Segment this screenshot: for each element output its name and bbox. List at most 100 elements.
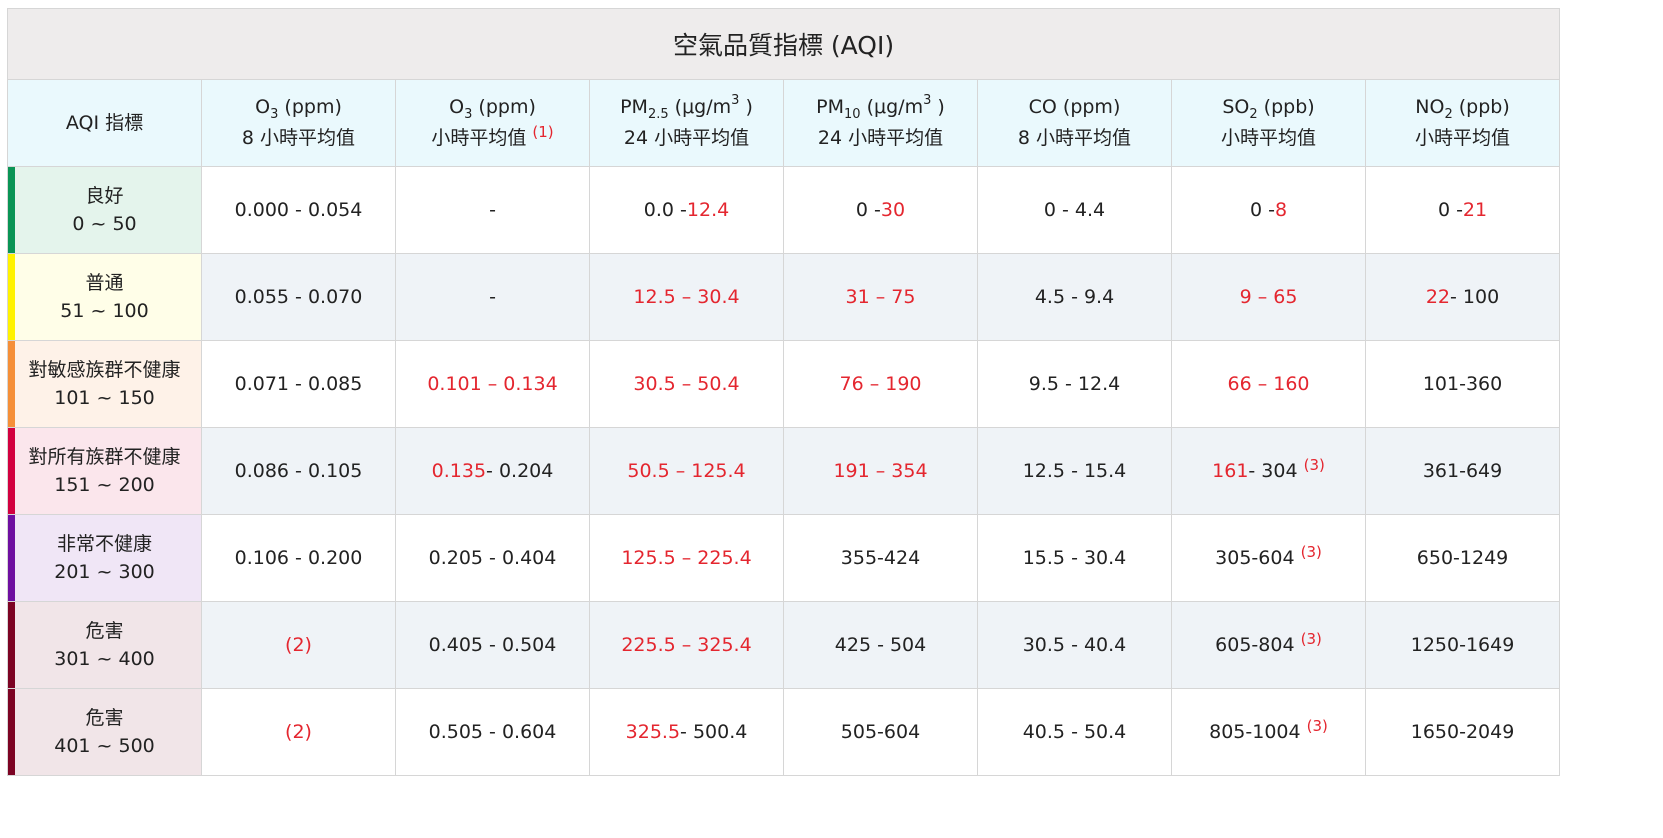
value-cell: -	[395, 253, 590, 341]
aqi-level-label: 良好	[85, 185, 124, 207]
level-color-bar	[8, 689, 15, 775]
header-subscript: 2	[1249, 107, 1258, 122]
aqi-range-label: 51 ~ 100	[60, 300, 149, 322]
cell-value: 40.5 - 50.4	[1022, 721, 1127, 743]
table-row: 危害 301 ~ 400 (2) 0.405 - 0.504 225.5 – 325.4…	[7, 601, 1561, 689]
value-cell: 0 -8	[1171, 166, 1366, 254]
cell-value: 355-424	[840, 547, 921, 569]
header-text: 小時平均值	[431, 127, 533, 149]
value-cell: 225.5 – 325.4	[589, 601, 784, 689]
value-cell: 0.0 -12.4	[589, 166, 784, 254]
value-cell: 161- 304 (3)	[1171, 427, 1366, 515]
value-cell: 30.5 - 40.4	[977, 601, 1172, 689]
aqi-level-cell: 危害 401 ~ 500	[7, 688, 202, 776]
cell-value: 50.5 – 125.4	[627, 460, 746, 482]
aqi-level-label: 對敏感族群不健康	[28, 359, 181, 381]
value-cell: 805-1004 (3)	[1171, 688, 1366, 776]
aqi-range-label: 401 ~ 500	[54, 735, 155, 757]
aqi-level-label: 非常不健康	[56, 533, 152, 555]
header-col-line1: PM10 (μg/m3 )	[784, 92, 977, 123]
value-cell: 0 -30	[783, 166, 978, 254]
header-text: (ppm)	[472, 96, 536, 118]
value-cell: 0.106 - 0.200	[201, 514, 396, 602]
header-text: 24 小時平均值	[623, 127, 750, 149]
value-cell: (2)	[201, 601, 396, 689]
header-text: )	[931, 96, 945, 118]
header-col-line1: PM2.5 (μg/m3 )	[590, 92, 783, 123]
value-cell: 0.055 - 0.070	[201, 253, 396, 341]
header-subscript: 3	[270, 107, 279, 122]
cell-value: 30.5 – 50.4	[633, 373, 740, 395]
cell-value: 225.5 – 325.4	[621, 634, 752, 656]
cell-value: 0.0 -	[643, 199, 687, 221]
header-col-line1: SO2 (ppb)	[1172, 92, 1365, 123]
header-superscript: 3	[923, 93, 932, 108]
level-color-bar	[8, 602, 15, 688]
header-subscript: 3	[464, 107, 473, 122]
value-cell: 12.5 – 30.4	[589, 253, 784, 341]
level-color-bar	[8, 167, 15, 253]
aqi-level-cell: 普通 51 ~ 100	[7, 253, 202, 341]
table-body: 良好 0 ~ 50 0.000 - 0.054-0.0 -12.4 0 -30 0 - …	[7, 166, 1561, 776]
aqi-level-label: 危害	[85, 707, 124, 729]
table-row: 對敏感族群不健康 101 ~ 150 0.071 - 0.085 0.101 – 0.…	[7, 340, 1561, 428]
cell-value: 0 -	[1437, 199, 1463, 221]
cell-value: 0.101 – 0.134	[427, 373, 558, 395]
cell-value: - 304	[1248, 460, 1304, 482]
aqi-level-label: 對所有族群不健康	[28, 446, 181, 468]
aqi-range-label: 151 ~ 200	[54, 474, 155, 496]
value-cell: 361-649	[1364, 427, 1561, 515]
aqi-level-cell: 對敏感族群不健康 101 ~ 150	[7, 340, 202, 428]
value-cell: 0.101 – 0.134	[395, 340, 590, 428]
header-text: )	[739, 96, 753, 118]
value-cell: 191 – 354	[783, 427, 978, 515]
header-text: 24 小時平均值	[817, 127, 944, 149]
aqi-range-label: 101 ~ 150	[54, 387, 155, 409]
footnote-marker: (3)	[1306, 717, 1328, 735]
cell-value: - 100	[1450, 286, 1500, 308]
header-col-6: NO2 (ppb) 小時平均值	[1364, 79, 1561, 167]
cell-value: 161	[1212, 460, 1249, 482]
header-col-line2: 24 小時平均值	[590, 123, 783, 154]
cell-value: -	[489, 199, 496, 221]
cell-value: - 0.204	[486, 460, 554, 482]
value-cell: 1250-1649	[1364, 601, 1561, 689]
header-col-5: SO2 (ppb) 小時平均值	[1171, 79, 1366, 167]
header-subscript: 2	[1444, 107, 1453, 122]
header-text: 8 小時平均值	[241, 127, 356, 149]
cell-value: 30.5 - 40.4	[1022, 634, 1127, 656]
cell-value: 0 -	[1249, 199, 1275, 221]
header-text: O	[255, 96, 271, 118]
cell-value: 0 -	[855, 199, 881, 221]
value-cell: -	[395, 166, 590, 254]
header-text: CO (ppm)	[1028, 96, 1121, 118]
value-cell: 325.5- 500.4	[589, 688, 784, 776]
header-aqi: AQI 指標	[7, 79, 202, 167]
table-row: 危害 401 ~ 500 (2) 0.505 - 0.604 325.5- 500.4 5…	[7, 688, 1561, 776]
cell-value: 30	[880, 199, 906, 221]
cell-value: 8	[1274, 199, 1288, 221]
table-row: 非常不健康 201 ~ 300 0.106 - 0.200 0.205 - 0.404…	[7, 514, 1561, 602]
header-text: 小時平均值	[1220, 127, 1316, 149]
cell-value: 605-804	[1215, 634, 1301, 656]
header-subscript: 10	[844, 107, 861, 122]
aqi-table-container: 空氣品質指標 (AQI) AQI 指標 O3 (ppm) 8 小時平均值 O3 (p…	[6, 8, 1561, 776]
value-cell: 66 – 160	[1171, 340, 1366, 428]
header-col-0: O3 (ppm) 8 小時平均值	[201, 79, 396, 167]
header-col-line2: 8 小時平均值	[202, 123, 395, 154]
aqi-range-label: 0 ~ 50	[72, 213, 137, 235]
header-col-line1: O3 (ppm)	[202, 92, 395, 123]
value-cell: 0.505 - 0.604	[395, 688, 590, 776]
cell-value: 425 - 504	[834, 634, 927, 656]
header-col-line1: O3 (ppm)	[396, 92, 589, 123]
aqi-level-label: 普通	[85, 272, 124, 294]
cell-value: 0.055 - 0.070	[234, 286, 363, 308]
value-cell: 4.5 - 9.4	[977, 253, 1172, 341]
value-cell: 0.071 - 0.085	[201, 340, 396, 428]
cell-value: -	[489, 286, 496, 308]
cell-value: 0.135	[431, 460, 487, 482]
table-row: 對所有族群不健康 151 ~ 200 0.086 - 0.105 0.135- 0.2…	[7, 427, 1561, 515]
footnote-marker: (3)	[1300, 630, 1322, 648]
header-col-line1: NO2 (ppb)	[1366, 92, 1559, 123]
footnote-marker: (3)	[1300, 543, 1322, 561]
